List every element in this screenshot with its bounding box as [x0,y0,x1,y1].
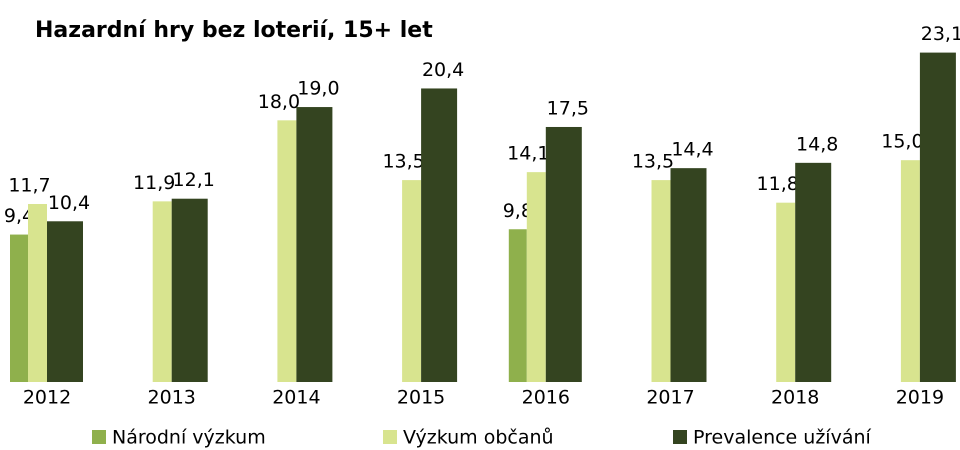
bar [776,202,796,382]
data-label: 13,5 [632,151,674,173]
bar [10,234,28,382]
data-label: 13,5 [382,151,424,173]
bar [421,88,458,383]
bar [795,162,832,382]
bar [402,180,422,382]
data-label: 19,0 [297,78,339,100]
bar [171,198,208,382]
legend-label: Výzkum občanů [403,427,554,449]
data-label: 10,4 [48,192,90,214]
legend-swatch [383,430,397,444]
x-tick-label: 2019 [896,387,944,409]
data-label: 14,1 [507,143,549,165]
data-label: 11,8 [757,173,799,195]
bar [28,204,47,382]
bar [508,229,527,382]
x-tick-label: 2014 [272,387,320,409]
x-tick-label: 2015 [397,387,445,409]
data-label: 20,4 [422,59,464,81]
x-tick-label: 2012 [23,387,71,409]
bar [526,172,546,382]
x-tick-label: 2013 [148,387,196,409]
x-tick-label: 2016 [522,387,570,409]
bar [47,221,83,382]
bar [545,126,582,382]
bar [277,120,297,382]
x-tick-label: 2017 [646,387,694,409]
bar [296,107,333,382]
legend-label: Národní výzkum [112,427,266,449]
legend-label: Prevalence užívání [693,427,872,449]
data-label: 14,8 [796,133,838,155]
data-label: 17,5 [547,97,589,119]
bar [152,201,172,382]
bar [919,52,956,382]
data-label: 23,1 [921,23,960,45]
data-label: 18,0 [258,91,300,113]
bar [651,180,671,382]
data-label: 9,8 [503,200,533,222]
data-label: 9,4 [4,205,34,227]
legend-swatch [673,430,687,444]
x-tick-label: 2018 [771,387,819,409]
bar [900,160,920,382]
data-label: 12,1 [173,169,215,191]
bar [670,168,707,382]
data-label: 11,7 [8,175,50,197]
data-label: 11,9 [133,172,175,194]
chart-title: Hazardní hry bez loterií, 15+ let [35,18,433,43]
legend-swatch [92,430,106,444]
data-label: 14,4 [671,139,713,161]
data-label: 15,0 [881,131,923,153]
